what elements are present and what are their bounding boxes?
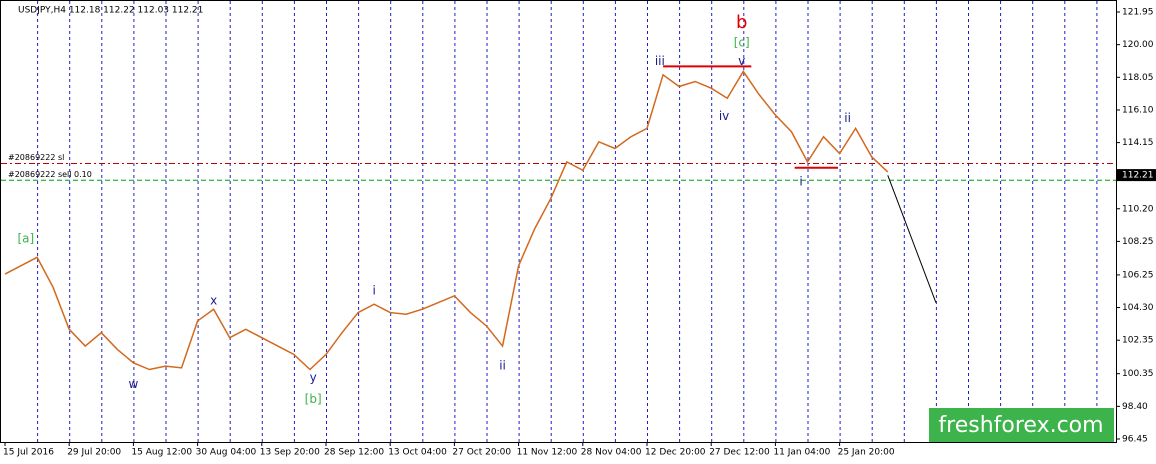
- wave-label: v: [738, 54, 745, 68]
- x-tick-label: 28 Sep 12:00: [324, 448, 384, 458]
- y-tick-label: 100.35: [1122, 369, 1154, 379]
- y-tick-label: 110.20: [1122, 204, 1154, 214]
- x-tick-label: 11 Jan 04:00: [773, 448, 830, 458]
- wave-label: w: [128, 377, 138, 391]
- wave-label: iv: [719, 109, 729, 123]
- x-tick-label: 15 Aug 12:00: [131, 448, 192, 458]
- plot-frame: [0, 0, 1117, 443]
- order-level-label: #20869222 sl: [8, 153, 64, 162]
- x-tick-label: 11 Nov 12:00: [517, 448, 578, 458]
- watermark-box: [929, 408, 1114, 442]
- wave-label: i: [372, 283, 375, 297]
- x-tick-label: 25 Jan 20:00: [838, 448, 895, 458]
- order-level-label: #20869222 sell 0.10: [8, 170, 92, 179]
- wave-label: y: [310, 370, 317, 384]
- watermark: freshforex.com: [938, 413, 1103, 438]
- x-tick-label: 15 Jul 2016: [3, 448, 54, 458]
- wave-label: b: [736, 12, 747, 33]
- x-tick-label: 29 Jul 20:00: [67, 448, 121, 458]
- y-tick-label: 108.25: [1122, 237, 1154, 247]
- y-tick-label: 118.05: [1122, 73, 1154, 83]
- price-box: [1117, 169, 1156, 182]
- wave-label: [b]: [305, 392, 322, 406]
- wave-label: [c]: [734, 35, 750, 49]
- y-tick-label: 96.45: [1122, 435, 1148, 445]
- x-tick-label: 28 Nov 04:00: [581, 448, 642, 458]
- x-tick-label: 13 Sep 20:00: [260, 448, 320, 458]
- y-tick-label: 121.95: [1122, 8, 1154, 18]
- chart-title: USDJPY,H4 112.18 112.22 112.03 112.21: [18, 6, 203, 16]
- wave-label: iii: [655, 54, 665, 68]
- x-tick-label: 12 Dec 20:00: [645, 448, 706, 458]
- wave-label: ii: [844, 111, 851, 125]
- y-tick-label: 102.35: [1122, 336, 1154, 346]
- y-tick-label: 98.40: [1122, 402, 1148, 412]
- y-tick-label: 120.00: [1122, 40, 1154, 50]
- wave-label: [a]: [18, 231, 35, 245]
- price-line: [4, 70, 889, 371]
- y-tick-label: 116.10: [1122, 105, 1154, 115]
- projection-line: [887, 175, 937, 303]
- x-tick-label: 27 Oct 20:00: [452, 448, 511, 458]
- x-tick-label: 27 Dec 12:00: [709, 448, 770, 458]
- x-tick-label: 30 Aug 04:00: [196, 448, 257, 458]
- price-label: 112.21: [1122, 171, 1154, 181]
- wave-label: ii: [499, 359, 506, 373]
- y-tick-label: 106.25: [1122, 270, 1154, 280]
- x-tick-label: 13 Oct 04:00: [388, 448, 447, 458]
- y-tick-label: 104.30: [1122, 303, 1154, 313]
- y-tick-label: 114.15: [1122, 138, 1154, 148]
- wave-label: x: [210, 293, 217, 307]
- wave-label: i: [799, 174, 802, 188]
